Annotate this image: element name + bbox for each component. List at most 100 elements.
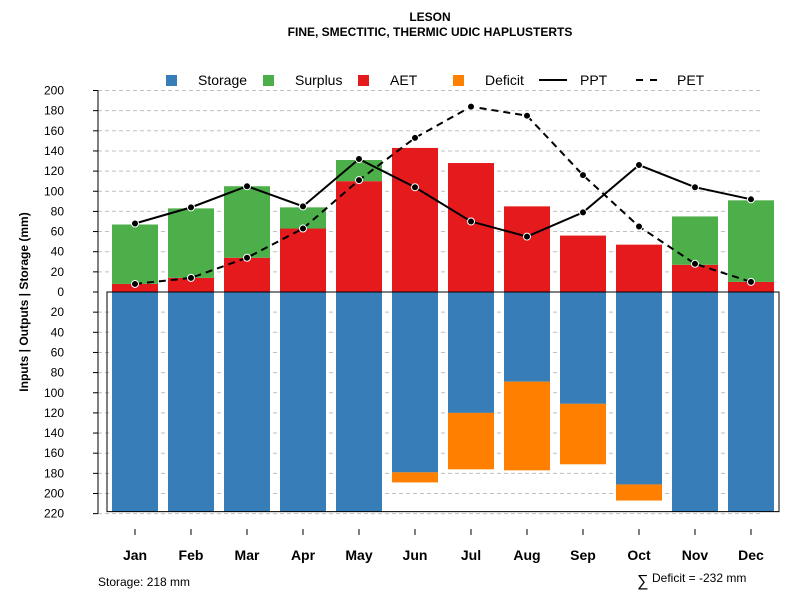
deficit-bar-sep [560,403,606,465]
legend-label-storage: Storage [198,72,247,88]
ppt-point [635,161,643,170]
aet-bar-sep [560,235,606,292]
x-tick-label: Mar [235,547,260,563]
deficit-bar-aug [504,381,550,471]
x-tick-label: Sep [570,547,596,563]
surplus-bar-nov [672,216,718,265]
y-tick-label: 140 [44,426,64,440]
aet-bar-jun [392,147,438,292]
storage-bar-sep [560,292,606,404]
x-axis-ticks: Jan Feb Mar Apr May Jun Jul Aug Sep Oct Nov Dec [123,529,764,563]
aet-bar-dec [728,281,774,292]
y-tick-label: 0 [57,285,64,299]
ppt-point [131,219,139,228]
series-lines [131,102,755,288]
pet-point [467,102,475,111]
x-tick-label: Oct [627,547,651,563]
y-tick-label: 160 [44,124,64,138]
ppt-point [467,217,475,226]
pet-point [411,133,419,142]
ppt-point [747,195,755,204]
y-tick-label: 80 [51,366,65,380]
y-tick-label: 40 [51,325,65,339]
y-tick-label: 40 [51,245,65,259]
y-tick-label: 120 [44,164,64,178]
y-tick-label: 220 [44,507,64,521]
storage-bar-dec [728,292,774,512]
x-tick-label: Jun [403,547,428,563]
pet-point [691,259,699,268]
legend-label-surplus: Surplus [295,72,342,88]
aet-bar-apr [280,228,326,292]
aet-bar-jan [112,283,158,292]
aet-bar-jul [448,163,494,292]
y-tick-label: 140 [44,144,64,158]
legend-label-ppt: PPT [580,72,608,88]
legend-label-pet: PET [677,72,705,88]
deficit-bar-oct [616,484,662,501]
storage-annotation: Storage: 218 mm [98,575,190,589]
deficit-bar-jun [392,472,438,483]
bars [112,147,774,512]
y-tick-label: 100 [44,386,64,400]
y-axis-label: Inputs | Outputs | Storage (mm) [17,212,31,391]
chart-subtitle: FINE, SMECTITIC, THERMIC UDIC HAPLUSTERT… [288,25,573,39]
legend-swatch-deficit [453,75,464,86]
surplus-bar-jan [112,224,158,284]
x-tick-label: Jul [461,547,481,563]
legend-swatch-storage [166,75,177,86]
chart-title: LESON [409,10,450,24]
y-tick-label: 180 [44,104,64,118]
y-tick-label: 60 [51,225,65,239]
x-tick-label: Jan [123,547,147,563]
pet-line [134,105,752,285]
ppt-point [579,208,587,217]
deficit-annotation: Deficit = -232 mm [652,571,746,585]
storage-bar-mar [224,292,270,512]
ppt-point [523,232,531,241]
legend-label-aet: AET [390,72,418,88]
pet-point [523,111,531,120]
y-tick-label: 100 [44,184,64,198]
storage-bar-oct [616,292,662,485]
pet-point [299,224,307,233]
pet-point [579,171,587,180]
y-tick-label: 20 [51,305,65,319]
x-tick-label: Aug [513,547,540,563]
surplus-bar-mar [224,186,270,258]
x-tick-label: Apr [291,547,316,563]
storage-bar-jan [112,292,158,512]
ppt-point [243,182,251,191]
aet-bar-may [336,181,382,292]
y-tick-label: 60 [51,345,65,359]
ppt-point [411,183,419,192]
storage-bar-jun [392,292,438,473]
ppt-point [187,203,195,212]
y-tick-label: 20 [51,265,65,279]
pet-point [243,253,251,262]
legend-label-deficit: Deficit [485,72,524,88]
y-tick-label: 120 [44,406,64,420]
ppt-point [355,155,363,164]
y-tick-label: 80 [51,204,65,218]
pet-point [635,222,643,231]
ppt-line [134,157,752,238]
y-tick-label: 200 [44,487,64,501]
legend-swatch-surplus [263,75,274,86]
pet-point [131,279,139,288]
surplus-bar-apr [280,207,326,229]
y-tick-label: 160 [44,446,64,460]
x-tick-label: Nov [682,547,709,563]
y-tick-label: 200 [44,84,64,98]
x-tick-label: Dec [738,547,764,563]
y-axis-ticks: 2001801601401201008060402002040608010012… [44,84,98,521]
ppt-point [299,202,307,211]
aet-bar-oct [616,244,662,292]
y-tick-label: 180 [44,466,64,480]
storage-bar-feb [168,292,214,512]
deficit-bar-jul [448,412,494,470]
aet-bar-feb [168,277,214,292]
legend-swatch-aet [358,75,369,86]
x-tick-label: Feb [179,547,204,563]
